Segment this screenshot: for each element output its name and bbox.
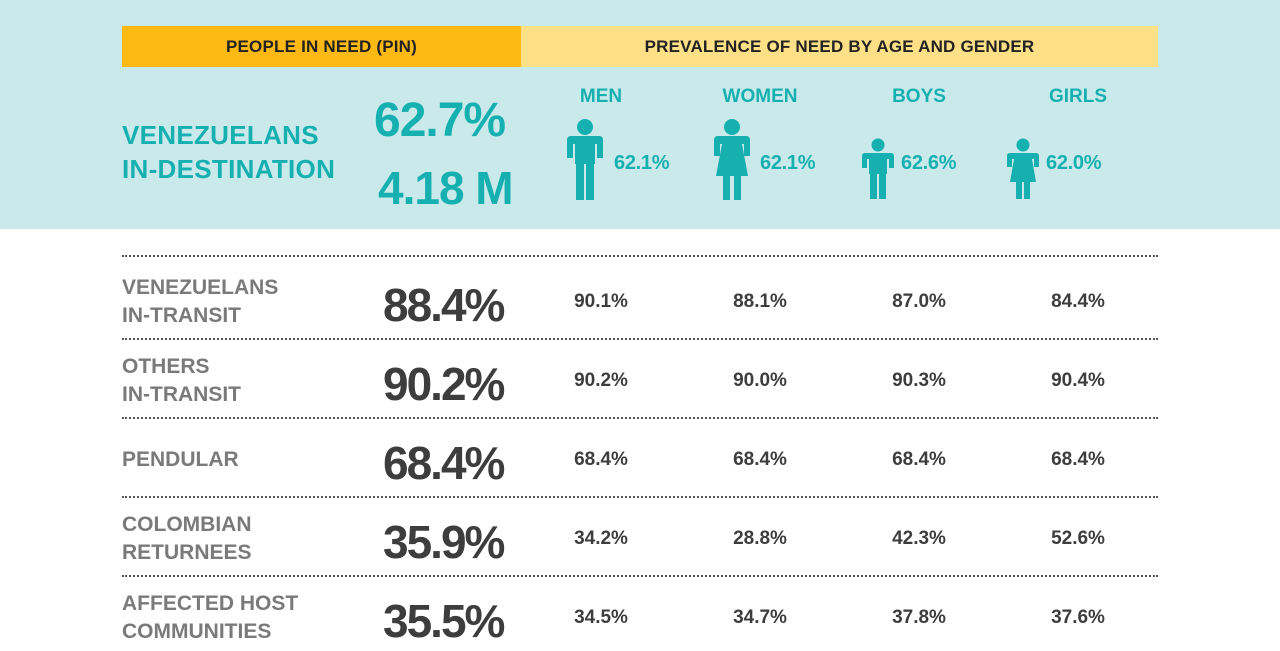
row-girls-value: 84.4% (1051, 291, 1105, 312)
row-label-line2: RETURNEES (122, 541, 252, 564)
row-men-value: 68.4% (574, 449, 628, 470)
girl-icon (1005, 138, 1041, 200)
row-pin-percent: 35.5% (383, 595, 505, 647)
man-icon (563, 118, 607, 202)
row-girls-value: 68.4% (1051, 449, 1105, 470)
row-boys-value: 37.8% (892, 607, 946, 628)
woman-icon (708, 118, 756, 202)
row-pin-percent: 88.4% (383, 279, 505, 331)
row-pin-percent: 90.2% (383, 358, 505, 410)
row-women-value: 28.8% (733, 528, 787, 549)
row-label-line1: AFFECTED HOST (122, 592, 299, 615)
row-pin-percent: 68.4% (383, 437, 505, 489)
boy-icon (860, 138, 896, 200)
row-women-value: 88.1% (733, 291, 787, 312)
row-label-line1: VENEZUELANS (122, 276, 279, 299)
destination-pin-count: 4.18 M (378, 162, 514, 214)
row-label: OTHERS IN-TRANSIT (122, 353, 241, 409)
destination-label-line2: IN-DESTINATION (122, 154, 336, 184)
destination-label-line1: VENEZUELANS (122, 120, 319, 150)
row-pin-percent: 35.9% (383, 516, 505, 568)
row-label-line1: PENDULAR (122, 448, 239, 471)
girls-prevalence: 62.0% (1046, 152, 1102, 174)
row-men-value: 34.2% (574, 528, 628, 549)
group-header-boys: BOYS (892, 86, 946, 107)
divider (122, 496, 1158, 498)
divider (122, 575, 1158, 577)
row-label: VENEZUELANS IN-TRANSIT (122, 274, 278, 330)
destination-label: VENEZUELANS IN-DESTINATION (122, 118, 335, 186)
divider (122, 338, 1158, 340)
row-boys-value: 90.3% (892, 370, 946, 391)
row-girls-value: 52.6% (1051, 528, 1105, 549)
row-label-line2: IN-TRANSIT (122, 304, 241, 327)
row-women-value: 90.0% (733, 370, 787, 391)
group-header-girls: GIRLS (1048, 86, 1108, 107)
row-label-line1: COLOMBIAN (122, 513, 252, 536)
row-label: AFFECTED HOST COMMUNITIES (122, 590, 298, 646)
row-men-value: 90.2% (574, 370, 628, 391)
row-label-line2: COMMUNITIES (122, 620, 272, 643)
row-girls-value: 37.6% (1051, 607, 1105, 628)
row-women-value: 68.4% (733, 449, 787, 470)
pin-header: PEOPLE IN NEED (PIN) (122, 26, 521, 67)
divider (122, 417, 1158, 419)
women-prevalence: 62.1% (760, 152, 816, 174)
row-men-value: 90.1% (574, 291, 628, 312)
boys-prevalence: 62.6% (901, 152, 957, 174)
men-prevalence: 62.1% (614, 152, 670, 174)
destination-pin-percent: 62.7% (374, 94, 506, 147)
prevalence-header: PREVALENCE OF NEED BY AGE AND GENDER (521, 26, 1158, 67)
row-boys-value: 68.4% (892, 449, 946, 470)
row-label: COLOMBIAN RETURNEES (122, 511, 252, 567)
row-men-value: 34.5% (574, 607, 628, 628)
divider (122, 255, 1158, 257)
row-boys-value: 87.0% (892, 291, 946, 312)
group-header-men: MEN (579, 86, 623, 107)
row-label-line1: OTHERS (122, 355, 210, 378)
row-label: PENDULAR (122, 446, 239, 474)
group-header-women: WOMEN (722, 86, 798, 107)
row-label-line2: IN-TRANSIT (122, 383, 241, 406)
row-boys-value: 42.3% (892, 528, 946, 549)
row-women-value: 34.7% (733, 607, 787, 628)
row-girls-value: 90.4% (1051, 370, 1105, 391)
